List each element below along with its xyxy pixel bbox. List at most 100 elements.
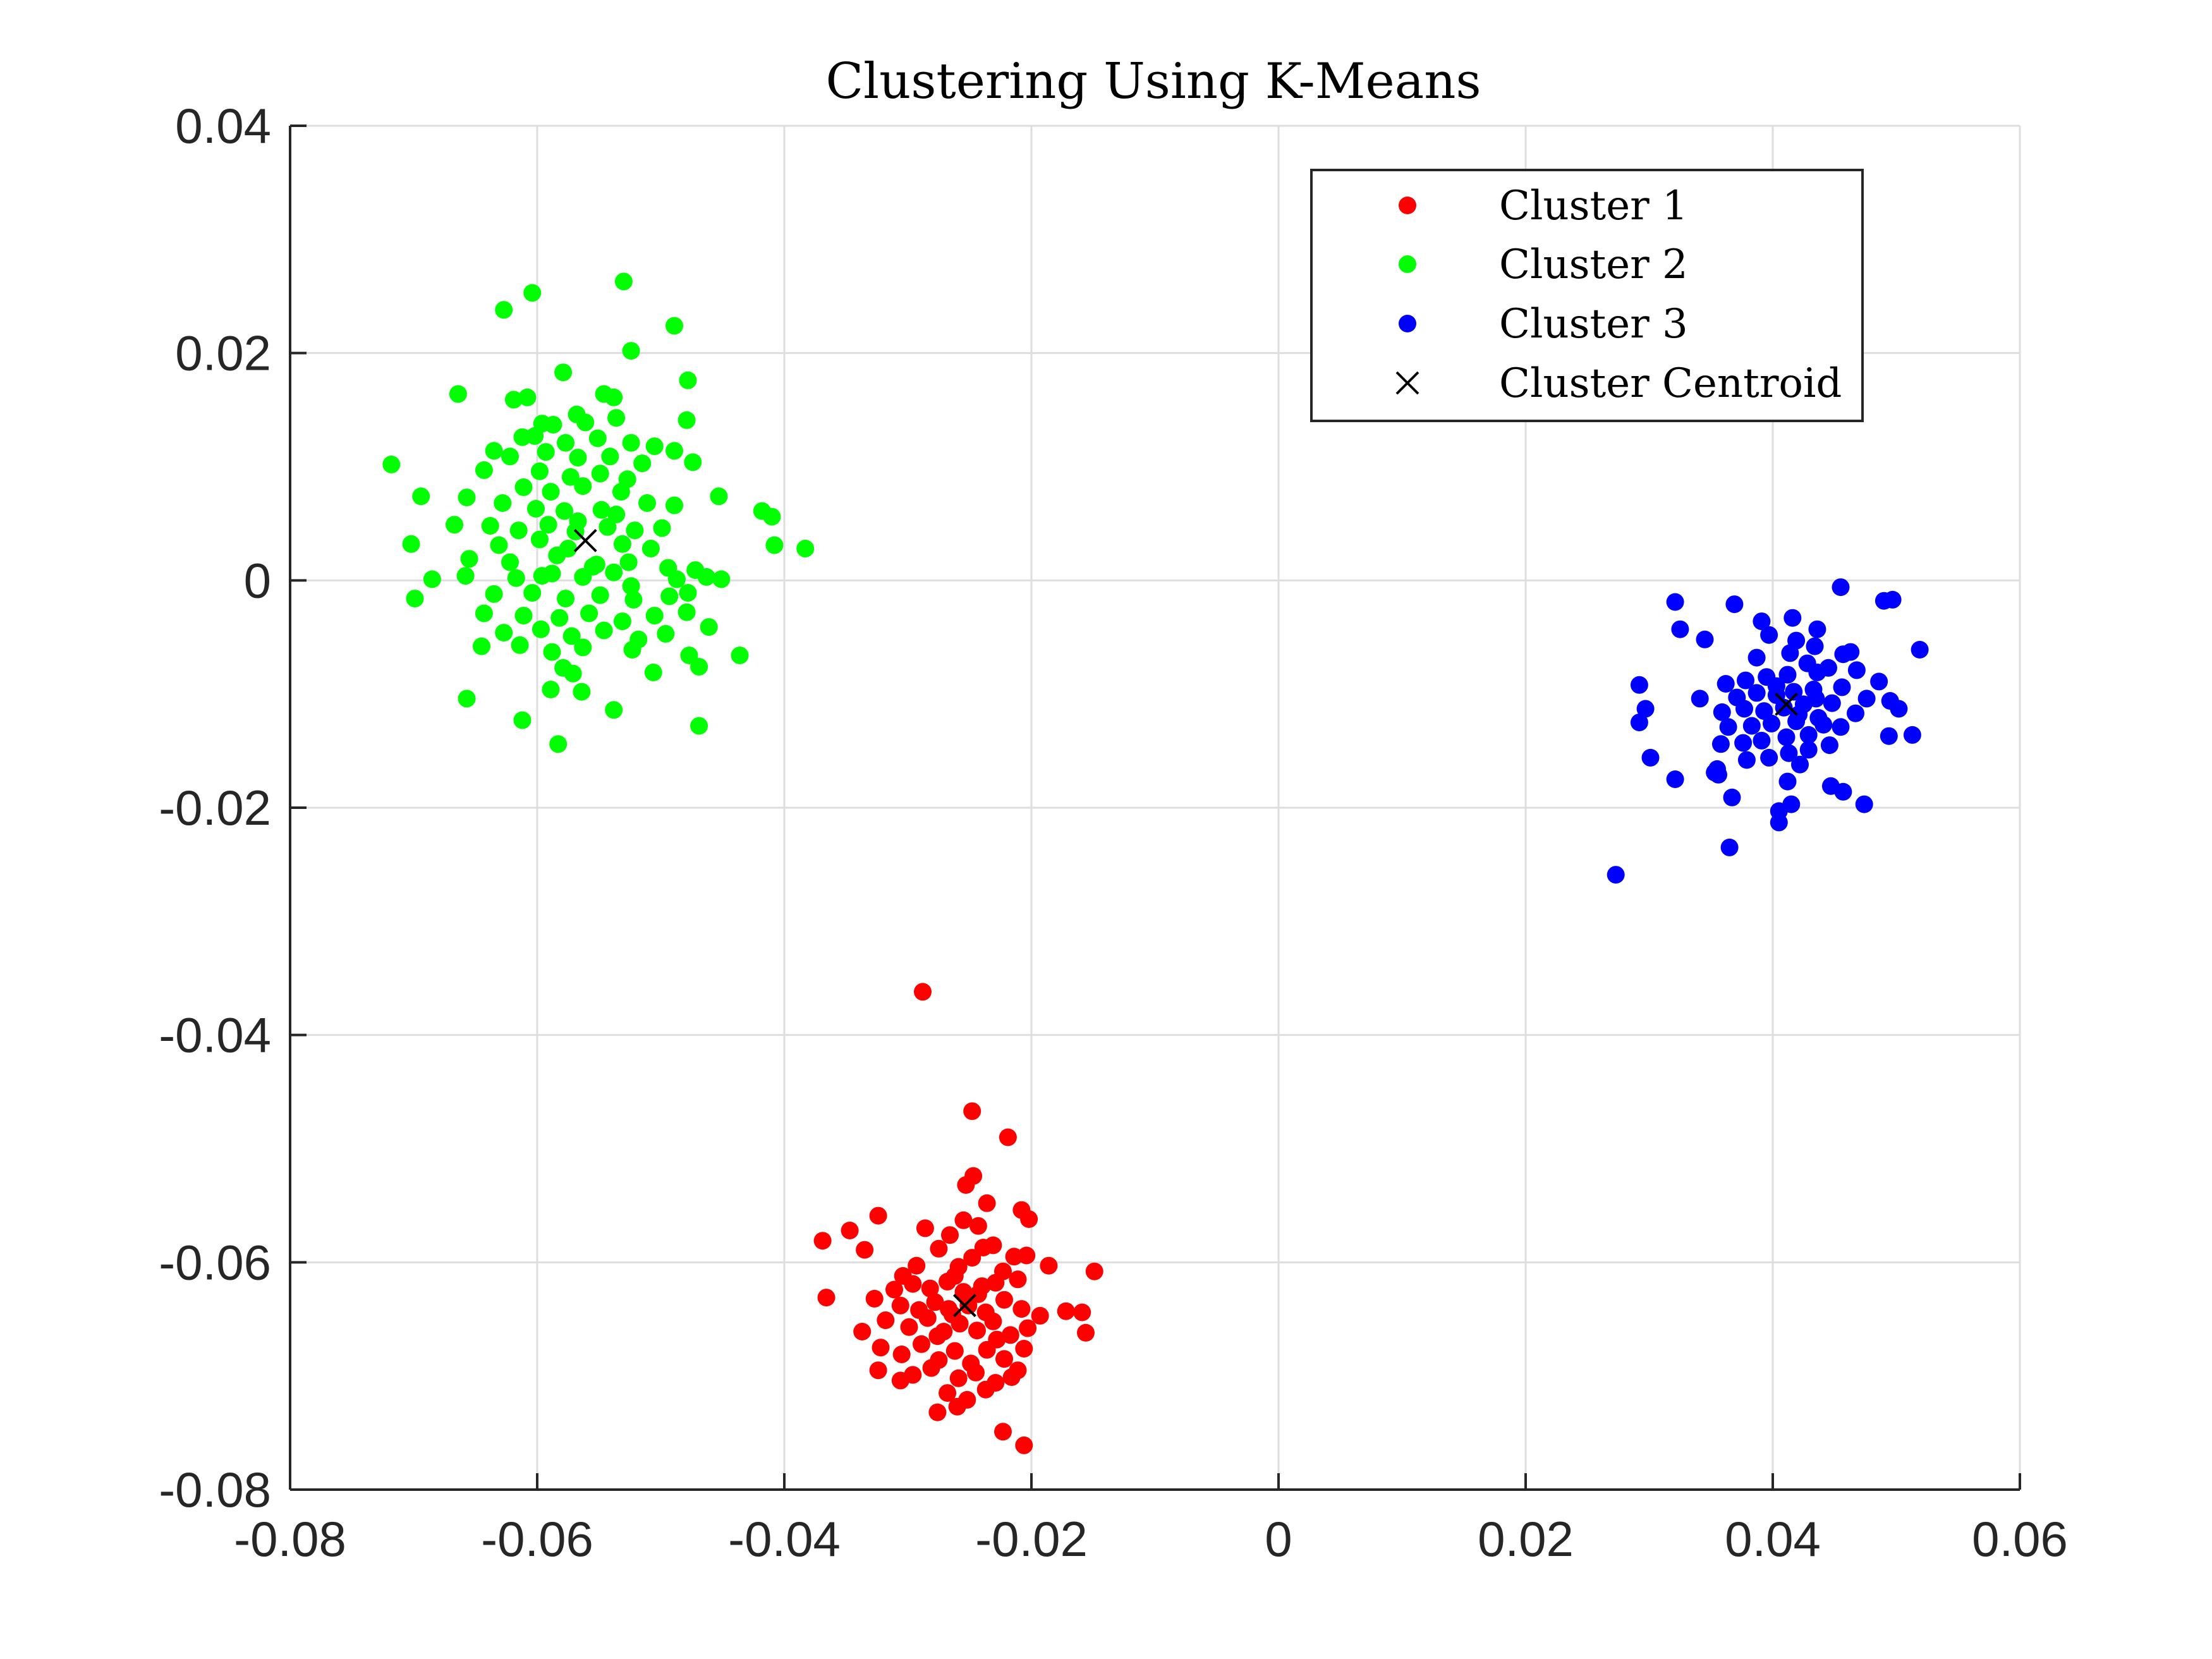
y-tick-label-1: 0.02 <box>175 325 271 381</box>
point-cluster-1-44 <box>1012 1300 1031 1318</box>
point-cluster-3-34 <box>1691 690 1709 708</box>
point-cluster-2-90 <box>624 590 643 609</box>
point-cluster-1-5 <box>978 1194 996 1212</box>
point-cluster-3-20 <box>1808 664 1826 681</box>
point-cluster-3-16 <box>1781 644 1799 662</box>
point-cluster-2-28 <box>537 443 555 461</box>
point-cluster-2-49 <box>665 496 683 514</box>
point-cluster-3-65 <box>1641 748 1660 767</box>
point-cluster-2-45 <box>527 500 545 518</box>
point-cluster-2-20 <box>557 434 574 452</box>
point-cluster-2-46 <box>556 502 573 520</box>
legend-label-4: Cluster Centroid <box>1499 360 1842 407</box>
point-cluster-1-89 <box>974 1239 992 1256</box>
point-cluster-1-53 <box>951 1315 969 1333</box>
point-cluster-1-82 <box>994 1423 1012 1441</box>
point-cluster-2-58 <box>599 518 617 536</box>
point-cluster-1-59 <box>872 1339 890 1357</box>
point-cluster-3-30 <box>1785 683 1803 701</box>
point-cluster-1-49 <box>877 1311 895 1329</box>
point-cluster-3-6 <box>1753 612 1771 631</box>
point-cluster-2-33 <box>475 461 493 479</box>
point-cluster-2-7 <box>449 385 467 403</box>
point-cluster-3-84 <box>1767 677 1785 695</box>
point-cluster-1-25 <box>1040 1256 1058 1275</box>
point-cluster-2-21 <box>588 429 607 447</box>
point-cluster-2-98 <box>645 607 664 625</box>
point-cluster-1-43 <box>995 1291 1013 1309</box>
point-cluster-3-22 <box>1778 665 1797 684</box>
point-cluster-2-82 <box>667 570 686 588</box>
point-cluster-2-66 <box>641 540 660 557</box>
point-cluster-2-2 <box>495 301 513 319</box>
point-cluster-1-76 <box>939 1384 957 1402</box>
point-cluster-3-77 <box>1855 795 1873 813</box>
point-cluster-2-34 <box>530 462 549 480</box>
point-cluster-1-39 <box>926 1293 944 1311</box>
point-cluster-1-37 <box>891 1296 909 1315</box>
point-cluster-2-85 <box>406 590 424 608</box>
point-cluster-3-5 <box>1784 609 1802 627</box>
point-cluster-2-116 <box>644 664 662 681</box>
point-cluster-1-78 <box>976 1380 995 1399</box>
point-cluster-2-13 <box>544 416 562 434</box>
point-cluster-3-60 <box>1820 736 1838 755</box>
point-cluster-2-97 <box>613 612 631 631</box>
point-cluster-3-0 <box>1832 578 1850 597</box>
y-tick-label-5: -0.06 <box>159 1234 271 1290</box>
point-cluster-3-51 <box>1630 714 1648 732</box>
point-cluster-2-10 <box>605 388 623 406</box>
point-cluster-2-63 <box>530 530 549 549</box>
point-cluster-2-39 <box>542 483 560 501</box>
point-cluster-3-42 <box>1713 703 1731 721</box>
point-cluster-1-28 <box>865 1289 884 1308</box>
point-cluster-2-71 <box>548 546 566 564</box>
point-cluster-3-81 <box>1790 705 1808 724</box>
point-cluster-2-95 <box>550 609 569 627</box>
point-cluster-1-50 <box>900 1318 918 1336</box>
legend-label-2: Cluster 2 <box>1499 241 1688 288</box>
point-cluster-2-107 <box>473 637 490 655</box>
point-cluster-2-87 <box>523 584 542 602</box>
point-cluster-2-69 <box>460 550 478 568</box>
point-cluster-3-70 <box>1778 772 1797 791</box>
point-cluster-2-50 <box>710 487 728 506</box>
point-cluster-2-104 <box>595 621 613 640</box>
point-cluster-2-55 <box>509 521 528 540</box>
point-cluster-3-53 <box>1903 726 1921 744</box>
point-cluster-3-12 <box>1806 637 1824 655</box>
point-cluster-3-2 <box>1875 592 1893 610</box>
point-cluster-1-9 <box>841 1222 859 1239</box>
point-cluster-1-7 <box>1020 1210 1038 1228</box>
point-cluster-2-42 <box>412 487 430 506</box>
point-cluster-2-127 <box>584 557 602 576</box>
point-cluster-2-119 <box>573 683 591 701</box>
point-cluster-1-56 <box>1001 1326 1019 1344</box>
point-cluster-2-60 <box>653 519 671 537</box>
point-cluster-3-64 <box>1737 751 1756 769</box>
point-cluster-2-38 <box>514 478 533 496</box>
point-cluster-2-81 <box>605 563 623 581</box>
point-cluster-2-23 <box>645 437 664 456</box>
point-cluster-2-25 <box>382 455 401 473</box>
point-cluster-3-55 <box>1799 726 1818 744</box>
point-cluster-1-58 <box>1077 1323 1095 1342</box>
point-cluster-2-93 <box>475 604 493 623</box>
point-cluster-1-55 <box>984 1312 1002 1330</box>
x-tick-label-2: -0.04 <box>728 1511 841 1567</box>
point-cluster-3-25 <box>1717 675 1735 693</box>
point-cluster-2-115 <box>564 664 582 683</box>
point-cluster-3-8 <box>1671 620 1689 638</box>
point-cluster-2-56 <box>539 516 557 534</box>
point-cluster-1-67 <box>1015 1340 1033 1358</box>
point-cluster-3-62 <box>1780 744 1798 762</box>
legend: Cluster 1 Cluster 2 Cluster 3 Cluster Centr… <box>1310 169 1864 422</box>
point-cluster-3-35 <box>1857 690 1876 708</box>
tick-labels: -0.08 -0.06 -0.04 -0.02 0 0.02 0.04 0.06 0.04 0.0… <box>159 98 2068 1567</box>
point-cluster-2-5 <box>554 363 573 382</box>
legend-marker-1 <box>1399 197 1416 214</box>
x-tick-label-1: -0.06 <box>481 1511 593 1567</box>
point-cluster-1-45 <box>1031 1306 1049 1325</box>
